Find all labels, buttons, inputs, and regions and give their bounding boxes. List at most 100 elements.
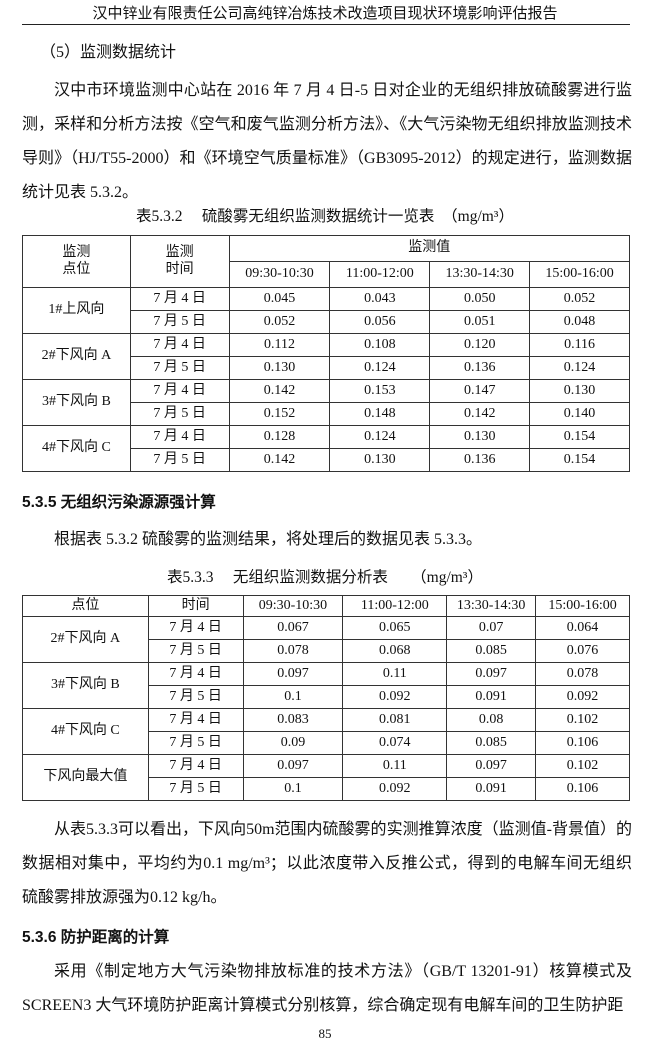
cell-value: 0.078: [535, 662, 630, 686]
cell-value: 0.074: [342, 731, 448, 755]
header-values: 监测值: [228, 235, 631, 262]
running-header: 汉中锌业有限责任公司高纯锌冶炼技术改造项目现状环境影响评估报告: [92, 6, 558, 22]
header-time: 监测 时间: [129, 235, 230, 288]
cell-value: 0.091: [446, 685, 537, 709]
cell-value: 0.097: [242, 754, 344, 778]
cell-value: 0.142: [228, 448, 331, 472]
cell-value: 0.083: [242, 708, 344, 732]
cell-point: 2#下风向 A: [22, 616, 149, 663]
cell-value: 0.064: [535, 616, 630, 640]
paragraph-5-3-6: 采用《制定地方大气污染物排放标准的技术方法》（GB/T 13201-91）核算模…: [22, 963, 632, 1014]
cell-date: 7 月 4 日: [129, 425, 230, 449]
header-period: 13:30-14:30: [446, 595, 537, 617]
cell-value: 0.081: [342, 708, 448, 732]
header-period: 09:30-10:30: [242, 595, 344, 617]
cell-date: 7 月 4 日: [147, 616, 244, 640]
cell-value: 0.147: [429, 379, 531, 403]
header-period: 13:30-14:30: [429, 261, 531, 288]
header-periods-row: 09:30-10:30 11:00-12:00 13:30-14:30 15:00-1…: [23, 261, 630, 288]
cell-value: 0.124: [329, 356, 431, 380]
cell-value: 0.085: [446, 639, 537, 663]
cell-point: 下风向最大值: [22, 754, 149, 801]
cell-value: 0.051: [429, 310, 531, 334]
cell-date: 7 月 5 日: [129, 448, 230, 472]
header-row: 监测 点位 监测 时间 监测值: [22, 235, 631, 288]
cell-value: 0.106: [535, 777, 630, 801]
cell-value: 0.092: [342, 685, 448, 709]
cell-date: 7 月 5 日: [129, 402, 230, 426]
cell-value: 0.142: [429, 402, 531, 426]
cell-value: 0.140: [529, 402, 630, 426]
cell-value: 0.106: [535, 731, 630, 755]
cell-date: 7 月 5 日: [147, 731, 244, 755]
cell-value: 0.068: [342, 639, 448, 663]
cell-value: 0.097: [242, 662, 344, 686]
cell-date: 7 月 4 日: [147, 708, 244, 732]
header-point: 点位: [22, 595, 149, 617]
cell-value: 0.124: [329, 425, 431, 449]
cell-value: 0.136: [429, 448, 531, 472]
cell-value: 0.142: [228, 379, 331, 403]
cell-value: 0.154: [529, 425, 630, 449]
cell-date: 7 月 5 日: [147, 777, 244, 801]
cell-value: 0.08: [446, 708, 537, 732]
header-period: 11:00-12:00: [342, 595, 448, 617]
section-heading-5-3-5: 5.3.5 无组织污染源源强计算: [22, 494, 216, 511]
cell-date: 7 月 4 日: [147, 754, 244, 778]
cell-value: 0.091: [446, 777, 537, 801]
cell-point: 4#下风向 C: [22, 425, 131, 472]
paragraph-conclusion: 从表5.3.3可以看出，下风向50m范围内硫酸雾的实测推算浓度（监测值-背景值）…: [22, 821, 632, 906]
header-point: 监测 点位: [22, 235, 131, 288]
table-row: 7 月 5 日 0.078 0.068 0.085 0.076: [23, 639, 630, 663]
header-period: 15:00-16:00: [535, 595, 630, 617]
cell-point: 4#下风向 C: [22, 708, 149, 755]
header-period: 09:30-10:30: [228, 261, 331, 288]
table-5-3-3: 点位 时间 09:30-10:30 11:00-12:00 13:30-14:30 15:…: [22, 595, 630, 801]
cell-value: 0.116: [529, 333, 630, 357]
cell-value: 0.092: [535, 685, 630, 709]
table1-caption: 表5.3.2 硫酸雾无组织监测数据统计一览表 （mg/m³）: [136, 208, 514, 225]
cell-value: 0.148: [329, 402, 431, 426]
cell-value: 0.1: [242, 777, 344, 801]
header-row: 点位 时间 09:30-10:30 11:00-12:00 13:30-14:30 15:…: [22, 595, 630, 617]
cell-value: 0.097: [446, 662, 537, 686]
cell-value: 0.092: [342, 777, 448, 801]
table-row: 7 月 5 日 0.142 0.130 0.136 0.154: [23, 448, 630, 472]
table-row: 下风向最大值 7 月 4 日 0.097 0.11 0.097 0.102: [22, 754, 630, 801]
cell-date: 7 月 4 日: [129, 287, 230, 311]
cell-value: 0.130: [429, 425, 531, 449]
table-row: 7 月 5 日 0.1 0.092 0.091 0.092: [23, 685, 630, 709]
cell-value: 0.067: [242, 616, 344, 640]
cell-point: 2#下风向 A: [22, 333, 131, 380]
section-heading-5: （5）监测数据统计: [40, 44, 177, 61]
cell-value: 0.050: [429, 287, 531, 311]
cell-value: 0.128: [228, 425, 331, 449]
cell-date: 7 月 4 日: [147, 662, 244, 686]
cell-value: 0.108: [329, 333, 431, 357]
cell-value: 0.11: [342, 662, 448, 686]
cell-value: 0.045: [228, 287, 331, 311]
cell-value: 0.154: [529, 448, 630, 472]
cell-point: 3#下风向 B: [22, 662, 149, 709]
cell-date: 7 月 4 日: [129, 379, 230, 403]
cell-value: 0.097: [446, 754, 537, 778]
cell-date: 7 月 5 日: [129, 310, 230, 334]
cell-value: 0.043: [329, 287, 431, 311]
cell-value: 0.052: [228, 310, 331, 334]
section-heading-5-3-6: 5.3.6 防护距离的计算: [22, 929, 170, 946]
cell-value: 0.07: [446, 616, 537, 640]
table-5-3-2: 监测 点位 监测 时间 监测值 09:30-10:30 11:00-12:00 13:30…: [22, 235, 631, 472]
cell-date: 7 月 5 日: [147, 685, 244, 709]
header-time: 时间: [147, 595, 244, 617]
cell-value: 0.130: [529, 379, 630, 403]
cell-value: 0.130: [228, 356, 331, 380]
page-number: 85: [318, 1026, 332, 1041]
cell-value: 0.11: [342, 754, 448, 778]
